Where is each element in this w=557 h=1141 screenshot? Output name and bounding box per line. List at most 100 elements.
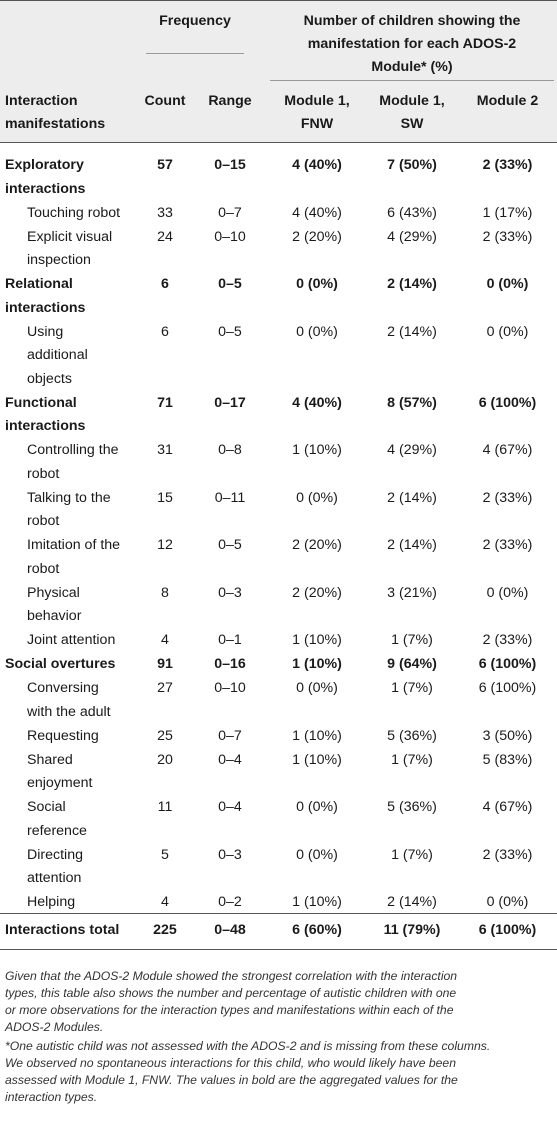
module-1-sw-cell: 7 (50%) xyxy=(387,157,437,173)
count-cell: 91 xyxy=(157,656,173,672)
module-1-fnw-cell: 1 (10%) xyxy=(292,632,342,648)
module-1-sw-cell: 2 (14%) xyxy=(387,894,437,910)
category-label: interactions xyxy=(5,299,86,316)
modules-underline xyxy=(270,80,554,81)
manifestation-label: Explicit visual xyxy=(27,228,113,245)
range-cell: 0–7 xyxy=(218,204,242,221)
module-2-cell: 0 (0%) xyxy=(486,584,529,601)
module-1-sw-cell: 8 (57%) xyxy=(387,394,437,411)
range-cell: 0–4 xyxy=(218,751,242,768)
module-1-fnw-cell: 1 (10%) xyxy=(292,442,342,458)
module-1-fnw-cell: 4 (40%) xyxy=(292,394,342,411)
module-2-cell: 6 (100%) xyxy=(478,922,537,938)
module-1-fnw-cell: 4 (40%) xyxy=(292,157,342,173)
manifestation-label: inspection xyxy=(27,252,91,268)
range-cell: 0–3 xyxy=(218,846,242,863)
count-cell: 11 xyxy=(157,799,173,815)
module-1-sw-cell: 11 (79%) xyxy=(383,922,441,938)
manifestation-label: reference xyxy=(27,822,87,839)
table-header-background xyxy=(0,0,557,142)
count-cell: 8 xyxy=(161,584,169,601)
range-cell: 0–48 xyxy=(214,922,246,938)
manifestation-label: Conversing xyxy=(27,680,99,696)
manifestation-label: enjoyment xyxy=(27,775,93,791)
manifestation-label: behavior xyxy=(27,608,82,624)
module-2-cell: 0 (0%) xyxy=(486,276,529,292)
manifestation-label: Helping xyxy=(27,894,76,910)
manifestation-label: Joint attention xyxy=(27,632,116,648)
module-1-fnw-cell: 1 (10%) xyxy=(292,751,342,768)
column-header-manifestations-line-2: manifestations xyxy=(5,116,106,132)
category-label: interactions xyxy=(5,180,86,197)
manifestation-label: Requesting xyxy=(27,727,99,744)
module-1-fnw-cell: 1 (10%) xyxy=(292,656,342,672)
column-header-manifestations-line-1: Interaction xyxy=(5,93,78,109)
module-2-cell: 1 (17%) xyxy=(482,204,533,221)
module-1-sw-cell: 5 (36%) xyxy=(387,727,437,744)
module-2-cell: 3 (50%) xyxy=(482,727,533,744)
module-1-fnw-cell: 0 (0%) xyxy=(296,799,338,815)
frequency-group-header: Frequency xyxy=(159,13,231,29)
module-2-cell: 5 (83%) xyxy=(482,751,533,768)
module-2-cell: 2 (33%) xyxy=(482,489,533,506)
total-row-rule xyxy=(0,913,557,914)
column-header-module-1-sw-line-1: Module 1, xyxy=(379,93,445,109)
count-cell: 6 xyxy=(161,323,169,340)
manifestation-label: additional xyxy=(27,347,88,363)
table-footnote-line: ADOS-2 Modules. xyxy=(5,1020,104,1034)
category-label: Exploratory xyxy=(5,157,84,173)
table-footnote-line: We observed no spontaneous interactions … xyxy=(5,1056,456,1070)
module-1-sw-cell: 5 (36%) xyxy=(387,799,437,815)
manifestation-label: Shared xyxy=(27,751,73,768)
manifestation-label: objects xyxy=(27,370,72,387)
range-cell: 0–17 xyxy=(214,394,246,411)
module-1-fnw-cell: 1 (10%) xyxy=(292,727,342,744)
category-label: Functional xyxy=(5,394,77,411)
count-cell: 71 xyxy=(157,394,173,411)
module-1-sw-cell: 6 (43%) xyxy=(387,204,437,221)
range-cell: 0–2 xyxy=(218,894,242,910)
count-cell: 5 xyxy=(161,846,169,863)
module-1-sw-cell: 1 (7%) xyxy=(391,846,433,863)
range-cell: 0–15 xyxy=(214,157,246,173)
range-cell: 0–5 xyxy=(218,276,242,292)
manifestation-label: Directing xyxy=(27,846,83,863)
table-bottom-rule xyxy=(0,949,557,950)
count-cell: 33 xyxy=(157,204,173,221)
category-label: Relational xyxy=(5,276,73,292)
module-2-cell: 0 (0%) xyxy=(486,323,529,340)
table-footnote-line: interaction types. xyxy=(5,1090,98,1104)
modules-group-header-line-3: Module* (%) xyxy=(371,59,453,75)
table-footnote-line: Given that the ADOS-2 Module showed the … xyxy=(5,969,458,983)
count-cell: 27 xyxy=(157,680,173,696)
count-cell: 12 xyxy=(157,537,173,553)
manifestation-label: Using xyxy=(27,323,64,340)
range-cell: 0–3 xyxy=(218,584,242,601)
module-2-cell: 6 (100%) xyxy=(478,680,537,696)
module-1-fnw-cell: 4 (40%) xyxy=(292,204,342,221)
module-2-cell: 2 (33%) xyxy=(482,846,533,863)
count-cell: 20 xyxy=(157,751,173,768)
frequency-underline xyxy=(146,53,244,54)
module-1-sw-cell: 4 (29%) xyxy=(387,228,437,245)
range-cell: 0–10 xyxy=(214,680,246,696)
module-1-fnw-cell: 0 (0%) xyxy=(296,323,338,340)
header-bottom-rule xyxy=(0,142,557,143)
module-2-cell: 6 (100%) xyxy=(478,394,537,411)
range-cell: 0–5 xyxy=(218,323,242,340)
module-1-fnw-cell: 0 (0%) xyxy=(296,680,338,696)
count-cell: 25 xyxy=(157,727,173,744)
module-1-sw-cell: 2 (14%) xyxy=(387,537,437,553)
table-footnote-line: or more observations for the interaction… xyxy=(5,1003,454,1017)
column-header-count: Count xyxy=(144,93,186,109)
module-1-fnw-cell: 0 (0%) xyxy=(296,846,338,863)
manifestation-label: Talking to the xyxy=(27,489,111,506)
module-1-sw-cell: 2 (14%) xyxy=(387,276,437,292)
modules-group-header-line-2: manifestation for each ADOS-2 xyxy=(307,36,517,52)
manifestation-label: Physical xyxy=(27,584,80,601)
module-1-sw-cell: 1 (7%) xyxy=(391,680,433,696)
category-label: interactions xyxy=(5,418,86,434)
table-top-rule xyxy=(0,0,557,1)
module-1-sw-cell: 2 (14%) xyxy=(387,323,437,340)
